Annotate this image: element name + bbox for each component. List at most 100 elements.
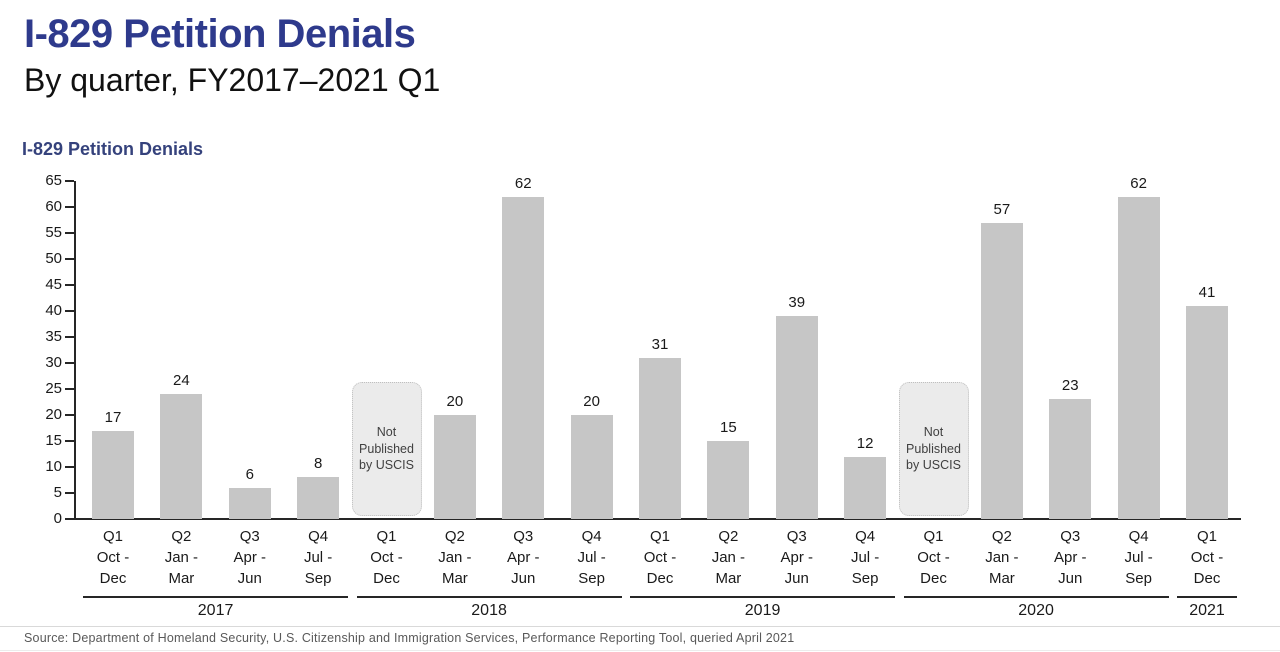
quarter-label-line: Sep — [578, 570, 605, 587]
bar-value-label: 41 — [1198, 283, 1216, 301]
y-axis-tick — [65, 362, 74, 364]
y-axis-tick — [65, 388, 74, 390]
year-label: 2021 — [1189, 602, 1225, 619]
quarter-label-line: Sep — [304, 570, 332, 587]
y-axis-tick — [65, 440, 74, 442]
bar — [1186, 305, 1228, 519]
x-axis-quarter-label: Q4 Jul - Sep — [1105, 526, 1173, 589]
y-axis-label: 55 — [45, 224, 62, 241]
bar-value-label: 24 — [173, 372, 190, 390]
bar — [844, 456, 887, 519]
y-axis-label: 65 — [45, 172, 62, 189]
x-axis-quarter-label: Q4 Jul - Sep — [284, 526, 352, 589]
not-published-label: Not Published by USCIS — [906, 424, 961, 473]
not-published-box: Not Published by USCIS — [351, 382, 422, 516]
quarter-label-line: Mar — [715, 570, 742, 587]
y-axis-line — [74, 181, 76, 520]
y-axis-tick — [65, 336, 74, 338]
bar — [92, 430, 134, 519]
y-axis-label: 40 — [45, 302, 62, 319]
quarter-label-line: Q4 — [308, 528, 329, 545]
x-axis-quarter-label: Q2 Jan - Mar — [968, 526, 1036, 589]
quarter-label-line: Q2 — [444, 528, 465, 545]
quarter-label-line: Jul - — [1124, 549, 1153, 566]
quarter-label-line: Jun — [1058, 570, 1083, 587]
quarter-label-line: Mar — [168, 570, 195, 587]
quarter-label-line: Apr - — [233, 549, 266, 566]
bar-value-label: 23 — [1061, 377, 1079, 395]
quarter-label-line: Jan - — [985, 549, 1019, 566]
y-axis-tick — [65, 232, 74, 234]
quarter-label-line: Q4 — [581, 528, 602, 545]
y-axis-tick — [65, 310, 74, 312]
x-axis-quarter-label: Q1 Oct - Dec — [1173, 526, 1241, 589]
quarter-label-line: Mar — [988, 570, 1015, 587]
bar-value-label: 31 — [651, 335, 669, 353]
x-axis-quarter-label: Q3 Apr - Jun — [216, 526, 284, 589]
y-axis-tick — [65, 206, 74, 208]
bar-value-label: 12 — [856, 434, 874, 452]
x-axis-quarter-label: Q4 Jul - Sep — [558, 526, 626, 589]
y-axis-tick — [65, 492, 74, 494]
y-axis-label: 5 — [53, 484, 62, 501]
y-axis-tick — [65, 258, 74, 260]
bar-value-label: 20 — [446, 393, 464, 410]
quarter-label-line: Dec — [99, 570, 127, 587]
bar — [297, 477, 340, 519]
quarter-label-line: Q1 — [102, 528, 123, 545]
y-axis-tick — [65, 284, 74, 286]
bar-value-label: 8 — [313, 455, 323, 473]
y-axis-label: 20 — [45, 406, 62, 423]
quarter-label-line: Dec — [1193, 570, 1221, 587]
bar — [980, 222, 1023, 519]
not-published-label: Not Published by USCIS — [359, 424, 414, 473]
quarter-label-line: Oct - — [96, 549, 130, 566]
bar-value-label: 20 — [583, 393, 600, 410]
quarter-label-line: Q3 — [786, 528, 807, 545]
quarter-label-line: Q1 — [649, 528, 670, 545]
x-axis-quarter-label: Q2 Jan - Mar — [147, 526, 215, 589]
bar — [160, 394, 203, 519]
x-axis-quarter-label: Q1 Oct - Dec — [79, 526, 147, 589]
bar — [1117, 196, 1160, 519]
source-note: Source: Department of Homeland Security,… — [24, 631, 795, 645]
x-axis-quarter-label: Q3 Apr - Jun — [763, 526, 831, 589]
quarter-label-line: Jan - — [438, 549, 472, 566]
bar-value-label: 62 — [514, 174, 532, 192]
quarter-label-line: Oct - — [917, 549, 950, 566]
bar-value-label: 57 — [993, 200, 1011, 218]
chart-heading: I-829 Petition Denials — [22, 139, 204, 159]
x-axis-quarter-label: Q4 Jul - Sep — [831, 526, 899, 589]
y-axis-label: 0 — [53, 510, 62, 527]
quarter-label-line: Jun — [237, 570, 262, 587]
quarter-label-line: Q3 — [1060, 528, 1081, 545]
x-axis-quarter-label: Q2 Jan - Mar — [421, 526, 489, 589]
year-bracket — [83, 596, 349, 598]
quarter-label-line: Jul - — [303, 549, 333, 566]
source-separator-line — [0, 626, 1280, 627]
bar — [502, 196, 545, 519]
bar — [775, 316, 818, 519]
year-bracket — [1177, 596, 1237, 598]
year-label: 2020 — [1018, 602, 1054, 619]
quarter-label-line: Jan - — [164, 549, 199, 566]
quarter-label-line: Q2 — [991, 528, 1012, 545]
quarter-label-line: Q3 — [239, 528, 260, 545]
y-axis-label: 15 — [45, 432, 62, 449]
page-subtitle: By quarter, FY2017–2021 Q1 — [24, 62, 441, 98]
bar-value-label: 17 — [104, 408, 122, 426]
y-axis-label: 25 — [45, 380, 62, 397]
quarter-label-line: Apr - — [1053, 549, 1087, 566]
quarter-label-line: Oct - — [370, 549, 403, 566]
bar — [1049, 399, 1092, 519]
y-axis-tick — [65, 518, 74, 520]
y-axis-label: 50 — [45, 250, 62, 267]
x-axis-quarter-label: Q3 Apr - Jun — [489, 526, 557, 589]
x-axis-quarter-label: Q1 Oct - Dec — [900, 526, 968, 589]
quarter-label-line: Dec — [646, 570, 674, 587]
bar-value-label: 62 — [1130, 174, 1147, 192]
quarter-label-line: Oct - — [1190, 549, 1224, 566]
x-axis-quarter-label: Q1 Oct - Dec — [626, 526, 694, 589]
y-axis-tick — [65, 414, 74, 416]
